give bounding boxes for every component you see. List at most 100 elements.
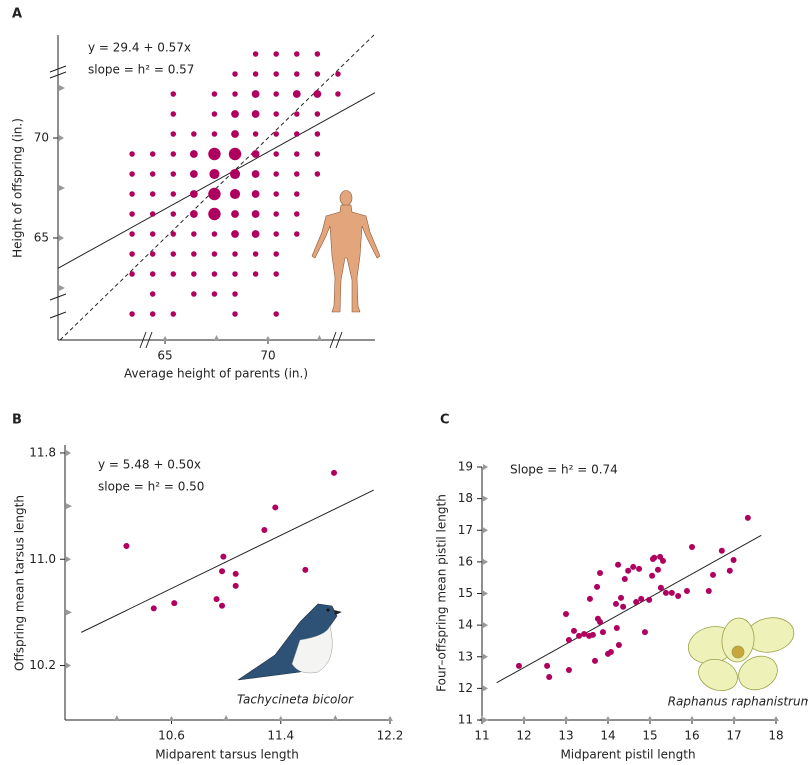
data-point [314,171,321,177]
x-tick-arrow [168,716,175,721]
data-point [615,561,622,568]
data-point [683,587,690,594]
data-point [129,311,135,317]
data-point [294,71,300,77]
data-point [618,594,625,601]
data-point [189,150,198,158]
x-tick-arrow [689,716,695,721]
data-point [170,191,177,197]
data-point [515,662,522,669]
data-point [232,91,238,97]
data-point [232,271,238,277]
data-point [171,600,178,607]
data-point [252,131,259,137]
data-point [129,171,135,177]
data-point [211,251,218,257]
data-point [546,673,553,680]
data-point [232,251,238,257]
data-point [651,554,658,561]
data-point [576,632,583,639]
data-point [129,211,135,217]
x-tick-arrow [647,716,653,721]
data-point [170,311,177,317]
data-point [597,569,604,576]
x-tick-label: 11.4 [267,729,294,743]
data-point [149,211,156,217]
fit-line [57,92,376,269]
x-tick-label: 17 [726,729,741,743]
data-point [646,596,653,603]
x-tick-label: 14 [600,729,615,743]
x-tick-label: 13 [558,729,573,743]
annotation: slope = h² = 0.50 [98,480,204,494]
data-point [599,629,606,636]
y-tick-label: 18 [458,491,473,505]
data-point [232,582,239,589]
y-tick-arrow [483,527,488,534]
data-point [660,557,667,564]
data-point [625,567,632,574]
data-point [294,191,300,197]
data-point [208,187,221,201]
data-point [251,110,260,118]
data-point [219,602,226,609]
y-tick-label: 14 [458,618,473,632]
x-tick-arrow [605,716,611,721]
minor-y-tick [59,185,65,191]
x-tick-label: 12.2 [377,729,404,743]
y-tick-label: 11.0 [29,552,56,566]
data-point [251,210,260,218]
data-point [149,191,156,197]
data-point [726,567,733,574]
data-point [594,583,601,590]
y-tick-label: 16 [458,554,473,568]
data-point [232,291,238,297]
data-point [668,589,675,596]
data-point [211,271,218,277]
x-tick-label: 12 [516,729,531,743]
data-point [675,593,682,600]
data-point [294,151,300,157]
minor-x-tick [332,715,339,721]
data-point [565,636,572,643]
data-point [621,575,628,582]
data-point [586,595,593,602]
x-tick-label: 10.6 [158,729,185,743]
data-point [209,168,220,180]
data-point [581,630,588,637]
x-tick-label: 18 [768,729,783,743]
data-point [272,504,279,511]
y-tick-arrow [66,662,71,669]
x-tick-label: 16 [684,729,699,743]
data-point [331,469,338,476]
data-point [314,151,321,157]
x-axis-label: Midparent tarsus length [155,748,299,762]
data-point [213,596,220,603]
data-point [630,563,637,570]
data-point [189,210,198,218]
data-point [170,231,177,237]
data-point [294,111,300,117]
panel-label: A [12,7,22,22]
data-point [613,624,620,631]
data-point [314,71,321,77]
data-point [294,171,300,177]
y-tick-arrow [483,464,488,470]
data-point [730,556,737,563]
y-tick-label: 17 [458,523,473,537]
data-point [636,565,643,572]
data-point [231,230,239,238]
data-point [273,131,279,137]
y-tick-label: 11 [458,713,473,727]
data-point [189,170,198,178]
data-point [744,514,751,521]
y-axis-label: Four–offspring mean pistil length [435,494,449,692]
data-point [638,595,645,602]
data-point [563,611,569,618]
data-point [191,291,197,297]
data-point [251,230,260,238]
y-tick-arrow [483,653,488,660]
data-point [191,131,197,137]
